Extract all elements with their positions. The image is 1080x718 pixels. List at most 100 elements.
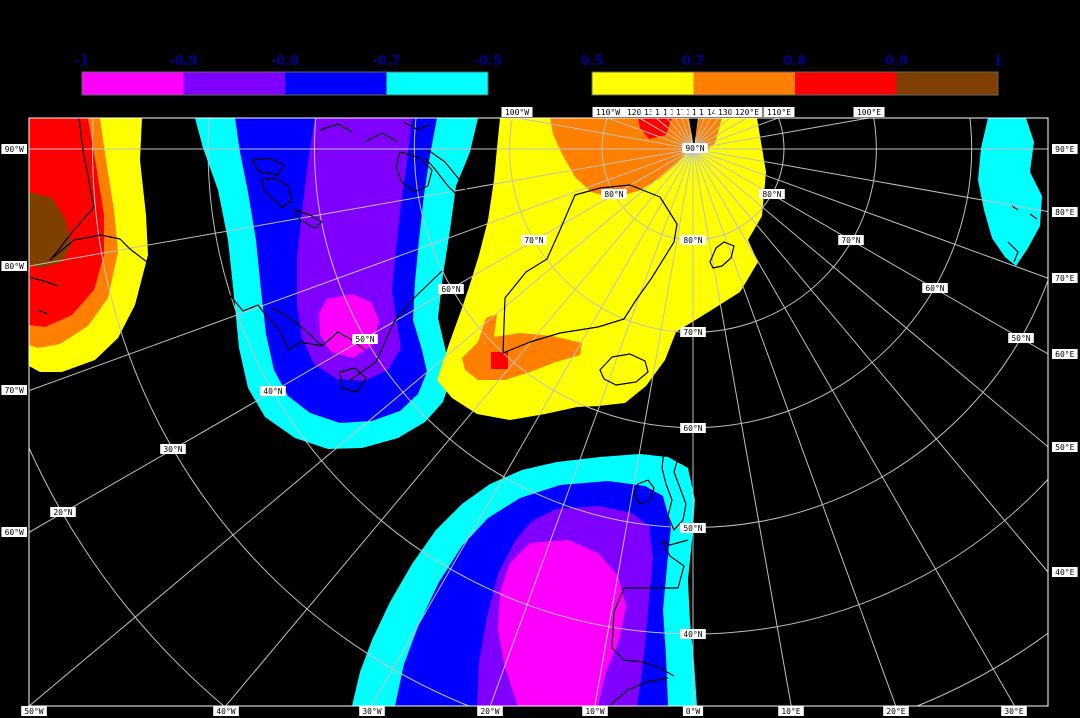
graticule-label-box — [260, 386, 286, 396]
colorbar-segment-brown — [896, 72, 998, 95]
graticule-label: 100°E — [853, 107, 885, 117]
colorbar-tick-label: 0.7 — [682, 54, 705, 69]
coastline-svalbard — [709, 241, 735, 269]
graticule-label-box — [477, 706, 503, 716]
meridian-line — [29, 148, 694, 392]
graticule-label-box — [759, 189, 785, 199]
graticule-label-text: 50°E — [1055, 443, 1074, 452]
graticule-label-text: 50°N — [1011, 334, 1030, 343]
graticule-label-box — [438, 284, 464, 294]
graticule-label-text: 90°E — [1055, 145, 1074, 154]
graticule-label-box — [623, 107, 655, 117]
graticule-label: 70°N — [521, 235, 547, 245]
graticule-label-text: 10°W — [585, 707, 604, 716]
graticule-label-box — [883, 706, 909, 716]
coastline-ob-river-2 — [1029, 213, 1038, 220]
colorbar-segment-magenta — [82, 72, 184, 95]
graticule-label-text: 70°W — [5, 386, 24, 395]
graticule-label: 10°W — [582, 706, 608, 716]
graticule-label: 80°W — [1, 261, 28, 271]
coastline-cuba — [29, 276, 59, 287]
graticule-label: 80°E — [1052, 207, 1078, 217]
graticule-label-text: 60°W — [5, 528, 24, 537]
graticule-label-text: 40°W — [216, 707, 235, 716]
graticule-label: 50°W — [21, 706, 47, 716]
coastline-greenland — [502, 184, 678, 354]
graticule-label: 0°W — [682, 706, 704, 716]
graticule-label-text: 60°E — [1055, 350, 1074, 359]
coastline-hudson-bay — [395, 151, 433, 193]
graticule-label: 30°E — [1001, 706, 1027, 716]
graticule-label: 20°W — [477, 706, 503, 716]
coastline-arctic-islands-2 — [364, 132, 399, 143]
colorbar-tick-label: 0.8 — [783, 54, 806, 69]
meridian-line — [489, 148, 694, 706]
meridian-line — [692, 148, 792, 706]
graticule-label-text: 90°N — [685, 144, 704, 153]
colorbar-border — [591, 71, 999, 96]
coastline-lake-superior — [251, 157, 285, 176]
meridian-line — [692, 148, 897, 706]
colorbar-tick-label: 1 — [993, 54, 1002, 69]
graticule-label: 50°N — [680, 523, 706, 533]
graticule-label-box — [1052, 442, 1078, 452]
graticule-label: 90°N — [682, 143, 708, 153]
graticule-label: 80°N — [601, 189, 627, 199]
graticule-label-text: 30°W — [362, 707, 381, 716]
graticule-label-box — [1008, 333, 1034, 343]
coastline-france-iberia-coast — [611, 539, 689, 677]
pole-dateline-gap — [689, 118, 698, 149]
graticule-label-box — [680, 423, 706, 433]
graticule-label-text: 120°W — [627, 108, 651, 117]
graticule-label-box — [922, 283, 948, 293]
graticule-label-box — [352, 334, 378, 344]
colorbar-tick-label: -0.5 — [474, 54, 502, 69]
graticule-label: 40°E — [1052, 567, 1078, 577]
graticule-label-box — [778, 706, 804, 716]
region-gulf-florida-positive-brown — [29, 192, 71, 268]
meridian-line — [224, 148, 694, 706]
graticule-label-box — [1, 261, 28, 271]
region-west-siberia-negative-cyan — [978, 118, 1042, 266]
graticule-label-text: 10°E — [781, 707, 800, 716]
colorbar-tick-label: 0.5 — [580, 54, 603, 69]
graticule-label-text: 30°E — [1004, 707, 1023, 716]
meridian-line — [594, 148, 694, 706]
graticule-label-text: 110°W — [596, 108, 620, 117]
graticule-label-box — [521, 235, 547, 245]
graticule-label-text: 40°N — [263, 387, 282, 396]
graticule-label-box — [838, 235, 864, 245]
graticule-label-text: 70°E — [1055, 274, 1074, 283]
graticule-label-box — [731, 107, 763, 117]
graticule-label-box — [1052, 567, 1078, 577]
region-south-greenland-red — [491, 352, 508, 369]
graticule-label: 110°E — [763, 107, 795, 117]
graticule-label-text: 40°N — [683, 630, 702, 639]
graticule-label-text: 120°E — [735, 108, 759, 117]
graticule-label: 90°W — [1, 144, 28, 154]
graticule-label: 10°E — [778, 706, 804, 716]
graticule-label: 60°W — [1, 527, 28, 537]
coastline-iceland — [599, 353, 649, 386]
graticule-label-text: 80°W — [5, 262, 24, 271]
graticule-label-box — [213, 706, 239, 716]
graticule-label-text: 60°N — [683, 424, 702, 433]
graticule-label: 70°N — [680, 327, 706, 337]
graticule-label: 80°N — [759, 189, 785, 199]
region-ne-atlantic-negative-magenta — [498, 540, 626, 706]
graticule-label-text: 100°E — [857, 108, 881, 117]
graticule-label-text: 20°N — [53, 508, 72, 517]
graticule-label-text: 70°N — [841, 236, 860, 245]
coastline-bahamas — [37, 309, 49, 315]
region-arctic-pole-orange-west — [550, 118, 691, 198]
colorbar-tick-label: -0.8 — [271, 54, 299, 69]
graticule-label-box — [1, 385, 28, 395]
graticule-label-box — [501, 107, 533, 117]
graticule-label-box — [21, 706, 47, 716]
graticule-label-box — [601, 189, 627, 199]
coastline-arctic-islands-3 — [403, 121, 431, 131]
graticule-label: 70°N — [838, 235, 864, 245]
colorbar-segment-blue — [285, 72, 387, 95]
graticule-label-box — [1, 144, 28, 154]
graticule-label-text: 130°E — [718, 108, 742, 117]
